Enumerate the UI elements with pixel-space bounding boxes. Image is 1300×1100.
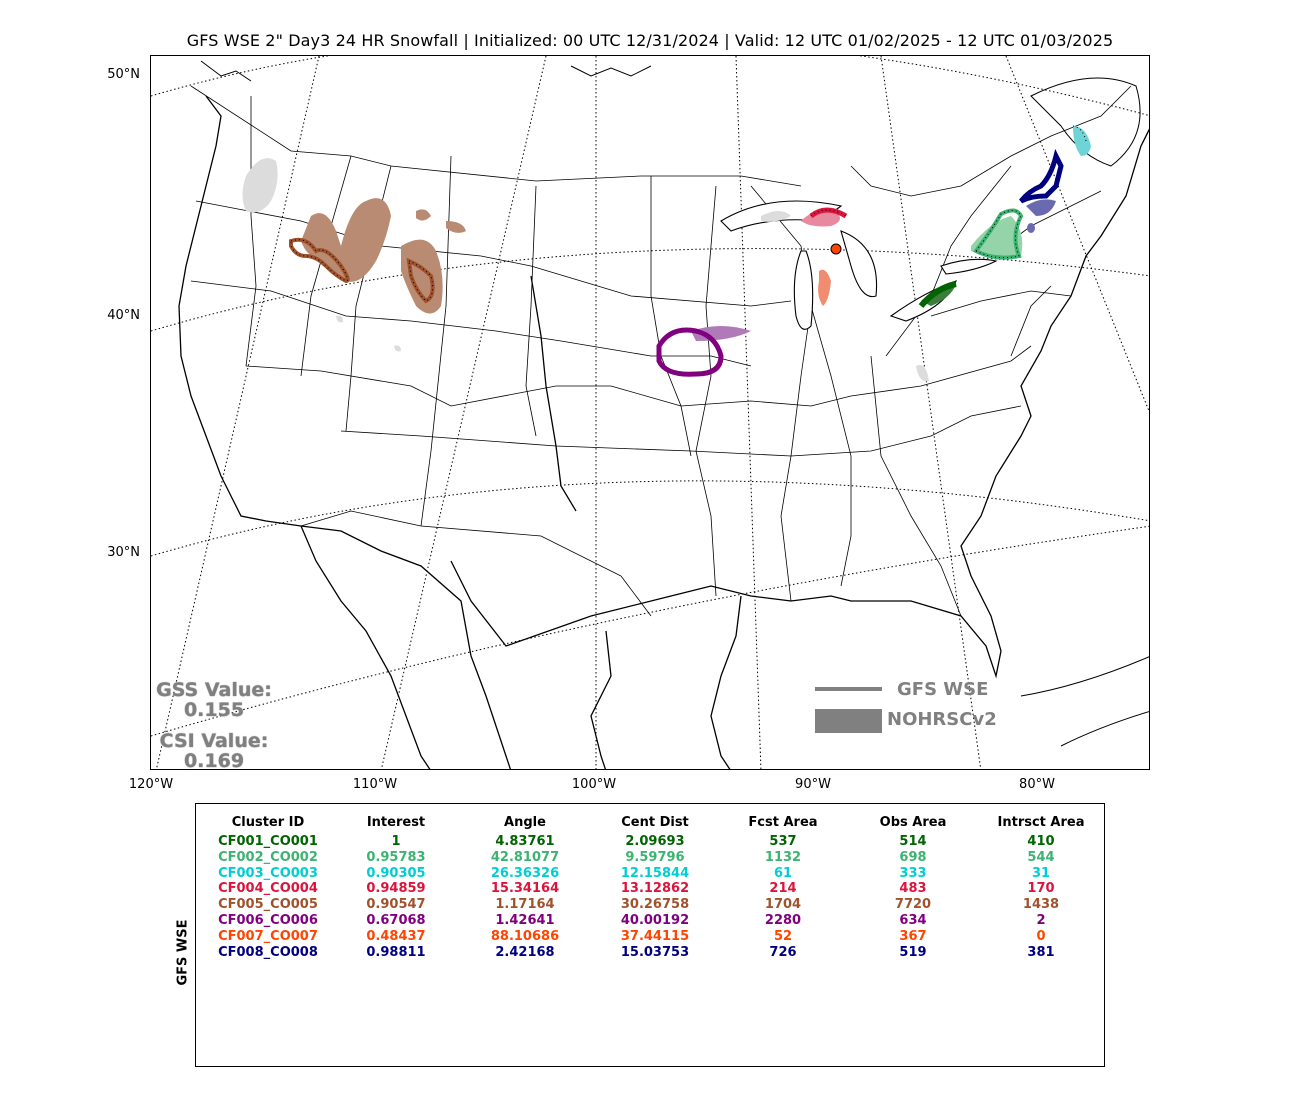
table-header-5: Obs Area <box>879 815 947 830</box>
table-cell: 4.83761 <box>495 834 555 849</box>
table-cell: 2280 <box>764 913 802 928</box>
table-cell: 1 <box>391 834 401 849</box>
table-cell: 1438 <box>1022 897 1060 913</box>
table-cell: 0 <box>1036 928 1046 944</box>
table-cell: 61 <box>773 865 793 881</box>
graticule <box>151 56 1149 769</box>
map-panel <box>150 55 1150 770</box>
chart-title: GFS WSE 2" Day3 24 HR Snowfall | Initial… <box>186 31 1114 50</box>
table-cell: 0.90305 <box>366 865 426 881</box>
table-header-0: Cluster ID <box>231 815 305 830</box>
table-cell: 410 <box>1027 834 1055 849</box>
table-cell: 1.17164 <box>495 897 555 913</box>
table-cell: CF008_CO008 <box>218 944 318 960</box>
table-cell: 514 <box>899 834 927 849</box>
lat-label-50: 50°N <box>107 67 140 82</box>
table-cell: 15.03753 <box>620 944 690 960</box>
cluster-cf002 <box>971 208 1024 260</box>
table-cell: 483 <box>899 881 927 897</box>
table-cell: 381 <box>1027 944 1055 960</box>
table-cell: CF001_CO001 <box>218 834 318 849</box>
lon-label-90: 90°W <box>795 777 831 792</box>
table-cell: 9.59796 <box>625 849 685 865</box>
table-cell: 1704 <box>764 897 802 913</box>
lat-label-30: 30°N <box>107 545 140 560</box>
table-header-4: Fcst Area <box>748 815 818 830</box>
table-cell: 30.26758 <box>620 897 690 913</box>
lon-label-120: 120°W <box>128 777 174 792</box>
lat-label-40: 40°N <box>107 308 140 323</box>
legend-line-label: GFS WSE <box>897 679 989 700</box>
table-cell: CF006_CO006 <box>218 913 318 928</box>
table-cell: 31 <box>1031 865 1051 881</box>
table-cell: 0.94859 <box>366 881 426 897</box>
legend-fill-label: NOHRSCv2 <box>887 709 997 730</box>
cluster-cf003 <box>1072 125 1091 156</box>
cluster-cf005-obs <box>301 198 466 314</box>
stats-table <box>195 803 1105 1067</box>
table-cell: 88.10686 <box>490 928 560 944</box>
table-cell: CF004_CO004 <box>218 881 318 897</box>
gss-value: 0.155 <box>183 699 245 721</box>
table-header-2: Angle <box>504 815 546 830</box>
table-cell: 0.67068 <box>366 913 426 928</box>
table-cell: 42.81077 <box>490 849 560 865</box>
table-cell: 12.15844 <box>620 865 690 881</box>
table-header-3: Cent Dist <box>621 815 689 830</box>
legend-fill-swatch <box>815 709 882 733</box>
coastlines <box>178 95 1149 769</box>
us-basemap <box>151 56 1149 769</box>
table-cell: 13.12862 <box>620 881 690 897</box>
table-cell: CF007_CO007 <box>218 928 318 944</box>
table-cell: 1132 <box>764 849 802 865</box>
table-cell: 170 <box>1027 881 1055 897</box>
cluster-cf008 <box>1019 148 1064 233</box>
cluster-cf004 <box>801 207 848 227</box>
cluster-cf007 <box>818 243 842 306</box>
state-borders <box>190 85 1132 617</box>
table-cell: CF002_CO002 <box>218 849 318 865</box>
table-cell: 2.42168 <box>495 944 555 960</box>
table-cell: 333 <box>899 865 927 881</box>
table-cell: 726 <box>769 944 797 960</box>
csi-label: CSI Value: <box>159 730 269 752</box>
table-cell: 52 <box>773 928 793 944</box>
table-header-6: Intrsct Area <box>997 815 1085 830</box>
table-cell: CF005_CO005 <box>218 897 318 913</box>
table-cell: 544 <box>1027 849 1055 865</box>
table-cell: 698 <box>899 849 927 865</box>
csi-value: 0.169 <box>183 750 245 772</box>
table-cell: 26.36326 <box>490 865 560 881</box>
table-cell: 367 <box>899 928 927 944</box>
gss-label: GSS Value: <box>156 679 272 701</box>
table-side-label: GFS WSE <box>175 919 191 986</box>
table-cell: 7720 <box>894 897 932 913</box>
table-side-label-wrap: GFS WSE <box>170 919 200 985</box>
legend-line-swatch <box>815 687 882 691</box>
table-cell: 519 <box>899 944 927 960</box>
table-cell: 214 <box>769 881 797 897</box>
obs-snow-background <box>242 158 929 382</box>
cluster-cf006 <box>656 326 751 377</box>
lon-label-110: 110°W <box>352 777 398 792</box>
table-cell: 0.90547 <box>366 897 426 913</box>
canada-coast <box>200 60 1149 747</box>
table-header-1: Interest <box>366 815 426 830</box>
table-cell: 634 <box>899 913 927 928</box>
cluster-cf001 <box>918 281 957 308</box>
cluster-cf005-dots <box>290 239 434 302</box>
table-cell: 1.42641 <box>495 913 555 928</box>
table-cell: 2.09693 <box>625 834 685 849</box>
lon-label-100: 100°W <box>571 777 617 792</box>
lon-label-80: 80°W <box>1019 777 1055 792</box>
table-cell: 537 <box>769 834 797 849</box>
table-cell: 15.34164 <box>490 881 560 897</box>
table-cell: 0.48437 <box>366 928 426 944</box>
table-cell: 0.98811 <box>366 944 426 960</box>
table-cell: 0.95783 <box>366 849 426 865</box>
table-cell: 37.44115 <box>620 928 690 944</box>
table-cell: CF003_CO003 <box>218 865 318 881</box>
table-cell: 40.00192 <box>620 913 690 928</box>
table-cell: 2 <box>1036 913 1046 928</box>
